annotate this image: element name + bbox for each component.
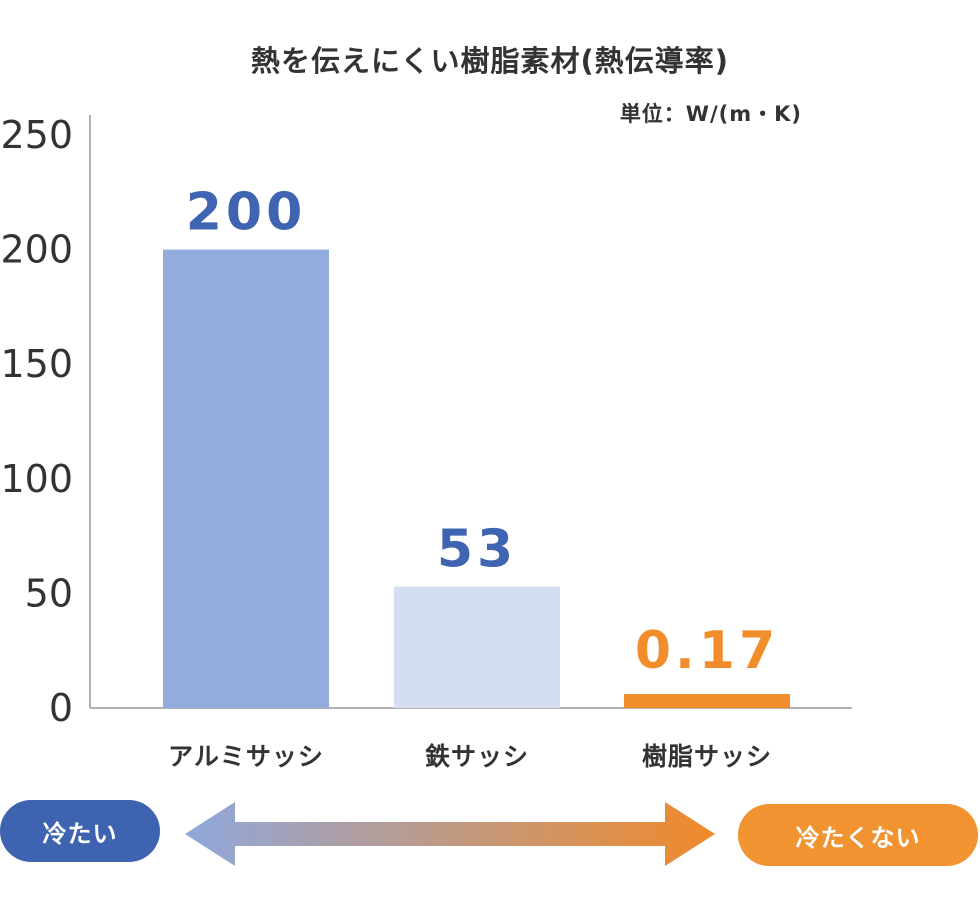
bar <box>163 249 329 708</box>
bar-chart: 0 50 100 150 200 250 200 アルミサッシ 53 鉄サッシ 0.17 樹脂サッシ <box>0 113 852 771</box>
bar-value-label: 200 <box>186 183 307 243</box>
bar-value-label: 53 <box>437 520 517 580</box>
double-arrow-icon <box>185 802 715 866</box>
y-tick-label: 200 <box>0 228 73 272</box>
x-category-label: 鉄サッシ <box>425 742 529 771</box>
bar <box>624 694 790 708</box>
y-tick-label: 250 <box>0 113 73 157</box>
unit-label: 単位：W/(m・K) <box>619 102 802 126</box>
bar-value-label: 0.17 <box>635 621 779 681</box>
y-tick-label: 100 <box>0 457 73 501</box>
x-category-label: アルミサッシ <box>168 742 324 771</box>
chart-title: 熱を伝えにくい樹脂素材(熱伝導率) <box>251 44 729 78</box>
y-tick-label: 50 <box>25 571 73 615</box>
y-tick-label: 150 <box>0 342 73 386</box>
bar <box>394 586 560 708</box>
x-category-label: 樹脂サッシ <box>642 742 772 771</box>
warm-label-pill: 冷たくない <box>738 804 978 866</box>
y-tick-label: 0 <box>49 686 73 730</box>
temperature-scale: 冷たい 冷たくない <box>0 800 980 870</box>
cold-label-pill: 冷たい <box>0 800 160 862</box>
arrow-shape <box>185 802 715 866</box>
